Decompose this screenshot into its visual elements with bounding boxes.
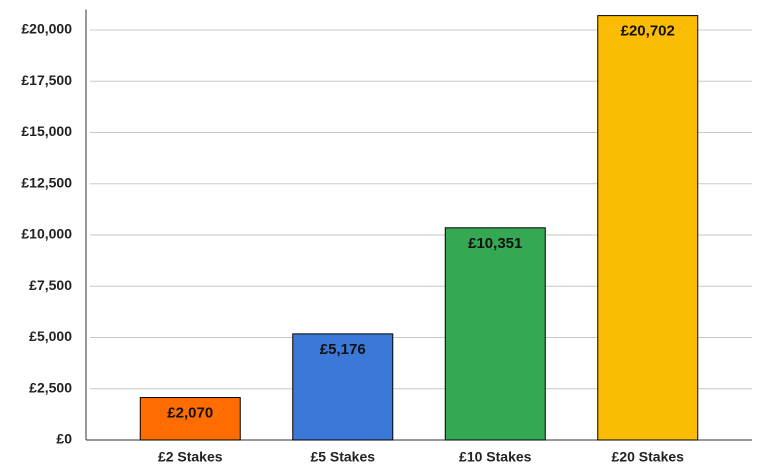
x-tick-label: £2 Stakes <box>158 449 223 465</box>
x-tick-label: £5 Stakes <box>310 449 375 465</box>
bar <box>292 333 394 441</box>
value-label: £20,702 <box>621 23 675 40</box>
y-tick-label: £20,000 <box>21 21 72 37</box>
y-tick-label: £15,000 <box>21 123 72 139</box>
value-label: £2,070 <box>167 405 213 422</box>
x-tick-label: £10 Stakes <box>459 449 532 465</box>
bar <box>139 397 241 441</box>
bar <box>444 227 546 441</box>
bar <box>597 15 699 441</box>
y-tick-label: £10,000 <box>21 226 72 242</box>
y-tick-label: £7,500 <box>29 277 72 293</box>
y-tick-label: £2,500 <box>29 379 72 395</box>
y-tick-label: £12,500 <box>21 174 72 190</box>
value-label: £5,176 <box>320 341 366 358</box>
y-tick-label: £0 <box>56 431 72 447</box>
y-tick-label: £17,500 <box>21 72 72 88</box>
value-label: £10,351 <box>468 235 522 252</box>
y-tick-label: £5,000 <box>29 328 72 344</box>
x-tick-label: £20 Stakes <box>612 449 685 465</box>
